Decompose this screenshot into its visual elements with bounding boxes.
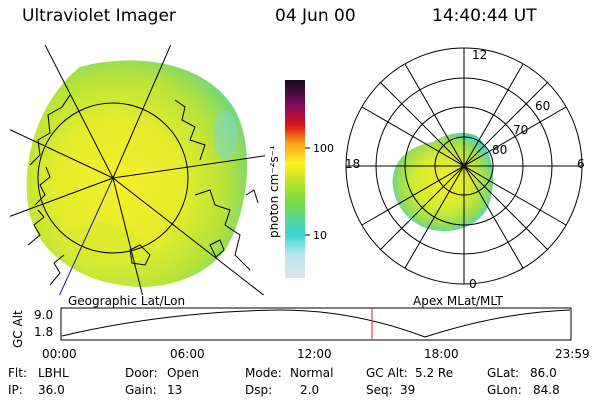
gain-label: Gain: <box>125 383 157 397</box>
timeline-xtick-1200: 12:00 <box>297 347 332 361</box>
door-label: Door: <box>125 366 158 380</box>
coastline <box>194 189 251 271</box>
timeline-xtick-2359: 23:59 <box>555 347 590 361</box>
ip-label: IP: <box>8 383 23 397</box>
mlat-label-70: 70 <box>513 123 528 137</box>
coastline <box>174 99 206 161</box>
emission-patch <box>60 223 140 267</box>
auroral-oval <box>392 132 494 232</box>
mlt-label-0: 0 <box>469 277 477 291</box>
altitude-timeline: GC Alt 9.0 1.8 00:00 06:00 12:00 18:00 2… <box>11 307 590 361</box>
glon-label: GLon: <box>487 383 522 397</box>
gcalt-value: 5.2 Re <box>415 366 454 380</box>
timeline-ylabel: GC Alt <box>11 310 25 348</box>
glon-value: 84.8 <box>533 383 560 397</box>
meridian-line <box>10 129 114 179</box>
coastline <box>34 166 51 206</box>
mlt-label-18: 18 <box>345 157 360 171</box>
meridian-line <box>112 177 143 295</box>
mlat-label-80: 80 <box>492 143 507 157</box>
altitude-curve <box>61 309 571 338</box>
right-panel-caption: Apex MLat/MLT <box>413 294 503 308</box>
observation-time: 14:40:44 UT <box>432 6 537 26</box>
left-panel-caption: Geographic Lat/Lon <box>68 294 186 308</box>
meridian-line <box>44 45 114 179</box>
gcalt-label: GC Alt: <box>366 366 408 380</box>
dsp-label: Dsp: <box>245 383 273 397</box>
colorbar-tick-100: 100 <box>313 142 334 155</box>
timeline-xtick-1800: 18:00 <box>424 347 459 361</box>
filter-value: LBHL <box>38 366 69 380</box>
mode-value: Normal <box>290 366 334 380</box>
colorbar-tick-10: 10 <box>313 229 327 242</box>
mlt-line-diag <box>361 106 567 226</box>
coastline <box>29 94 71 166</box>
instrument-title: Ultraviolet Imager <box>22 6 176 26</box>
timeline-xtick-0600: 06:00 <box>170 347 205 361</box>
mlt-label-12: 12 <box>472 48 487 62</box>
door-value: Open <box>167 366 200 380</box>
mlat-label-60: 60 <box>535 99 550 113</box>
colorbar-gradient <box>285 80 305 278</box>
coastline <box>209 189 259 258</box>
meridian-line <box>112 155 265 179</box>
glat-label: GLat: <box>487 366 520 380</box>
timeline-ytick-high: 9.0 <box>34 308 53 322</box>
coastline <box>27 209 65 286</box>
coastline <box>129 244 151 266</box>
meridian-line <box>112 45 172 179</box>
timeline-xtick-0000: 00:00 <box>42 347 77 361</box>
meridian-line <box>10 177 114 217</box>
polar-mlat-mlt-plot: 12 18 6 0 60 70 80 <box>345 47 585 291</box>
meridian-line <box>112 177 265 295</box>
latitude-circle <box>37 102 189 254</box>
mlt-label-6: 6 <box>577 157 585 171</box>
dsp-value: 2.0 <box>300 383 320 397</box>
meridian-line <box>59 177 114 295</box>
glat-value: 86.0 <box>530 366 557 380</box>
mode-label: Mode: <box>245 366 282 380</box>
seq-value: 39 <box>400 383 416 397</box>
timeline-frame <box>60 307 572 341</box>
filter-label: Flt: <box>8 366 27 380</box>
timeline-ytick-low: 1.8 <box>34 325 53 339</box>
ip-value: 36.0 <box>38 383 65 397</box>
observation-date: 04 Jun 00 <box>275 6 356 26</box>
geographic-image <box>10 45 265 295</box>
emission-patch <box>213 110 237 160</box>
colorbar-unit-label: photon cm⁻²s⁻¹ <box>270 145 281 238</box>
gain-value: 13 <box>167 383 183 397</box>
seq-label: Seq: <box>366 383 393 397</box>
colorbar: 100 10 photon cm⁻²s⁻¹ <box>270 80 334 278</box>
